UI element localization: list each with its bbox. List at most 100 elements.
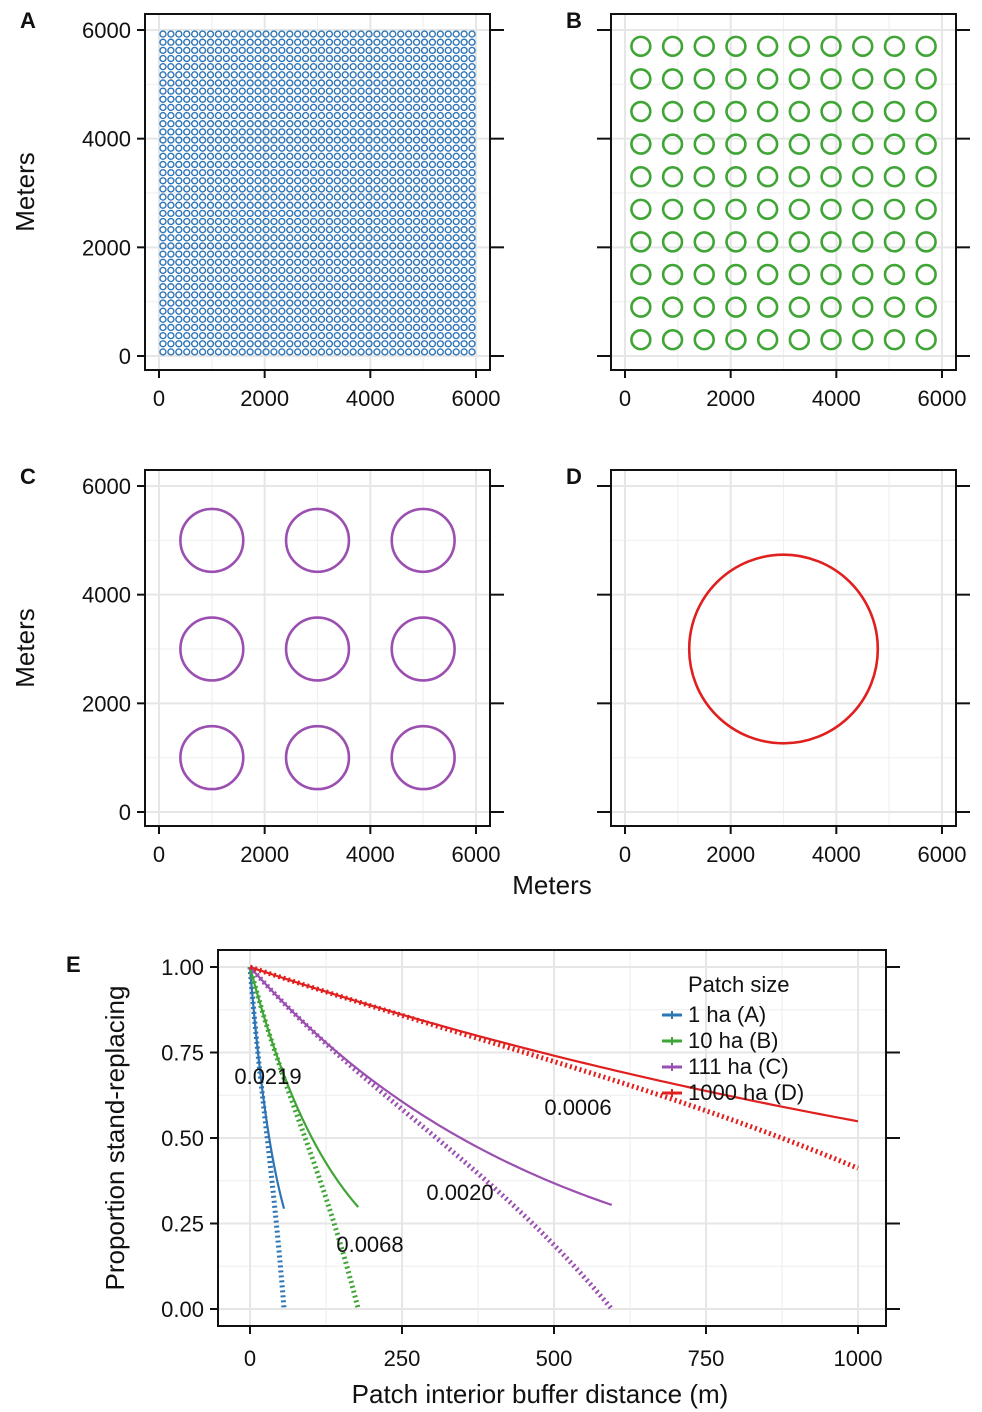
patch-circle [317, 168, 326, 177]
patch-circle [428, 168, 437, 177]
patch-circle [175, 30, 183, 38]
patch-circle [262, 283, 270, 291]
patch-circle [349, 242, 357, 250]
patch-circle [428, 103, 437, 112]
rate-annotation: 0.0006 [544, 1095, 611, 1120]
patch-circle [412, 62, 421, 71]
patch-circle [183, 152, 191, 161]
patch-circle [159, 30, 167, 38]
y-tick-label: 6000 [82, 474, 131, 499]
patch-circle [301, 193, 310, 201]
patch-circle [404, 307, 413, 315]
patch-circle [341, 242, 349, 250]
patch-circle [175, 250, 183, 258]
patch-circle [278, 193, 286, 201]
patch-circle [373, 331, 381, 340]
patch-circle [404, 209, 413, 218]
patch-circle [365, 103, 373, 112]
patch-circle [190, 38, 199, 46]
patch-circle [190, 46, 199, 55]
patch-circle [341, 323, 349, 332]
patch-circle [286, 348, 294, 356]
patch-circle [238, 331, 246, 340]
patch-circle [214, 168, 223, 177]
patch-circle [167, 299, 175, 307]
patch-circle [294, 30, 302, 38]
patch-circle [190, 193, 199, 201]
patch-circle [238, 234, 246, 242]
patch-circle [230, 291, 238, 299]
patch-circle [183, 87, 191, 95]
patch-circle [198, 315, 207, 324]
patch-circle [420, 201, 429, 209]
patch-circle [190, 307, 199, 315]
patch-circle [444, 62, 452, 71]
patch-circle [357, 87, 365, 95]
patch-circle [397, 30, 405, 38]
patch-circle [397, 111, 405, 120]
patch-circle [756, 198, 779, 221]
patch-circle [397, 62, 405, 71]
patch-circle [915, 35, 937, 58]
patch-circle [820, 68, 842, 90]
patch-circle [883, 100, 906, 123]
patch-circle [159, 128, 167, 136]
patch-circle [262, 128, 270, 136]
patch-circle [389, 111, 397, 120]
patch-circle [381, 234, 389, 242]
patch-circle [349, 331, 357, 340]
patch-circle [262, 234, 270, 242]
patch-circle [381, 87, 389, 95]
patch-circle [341, 120, 349, 128]
patch-circle [341, 128, 349, 136]
patch-circle [175, 103, 183, 112]
patch-circle [301, 274, 310, 283]
patch-circle [349, 30, 357, 38]
patch-circle [404, 128, 413, 136]
patch-circle [412, 128, 421, 136]
patch-circle [159, 348, 167, 356]
patch-circle [412, 225, 421, 234]
patch-circle [206, 291, 215, 299]
patch-circle [309, 144, 318, 152]
patch-circle [159, 225, 167, 234]
patch-circle [175, 120, 183, 128]
patch-circle [468, 152, 476, 161]
patch-circle [301, 266, 310, 275]
patch-circle [317, 46, 326, 55]
patch-circle [206, 283, 215, 291]
patch-circle [915, 68, 937, 90]
patch-circle [661, 263, 684, 286]
patch-circle [428, 315, 437, 324]
patch-circle [230, 62, 238, 71]
patch-circle [230, 340, 238, 348]
patch-circle [397, 152, 405, 161]
patch-circle [294, 193, 302, 201]
x-tick-label: 6000 [918, 842, 967, 867]
patch-circle [190, 201, 199, 209]
x-tick-label: 750 [688, 1346, 725, 1371]
patch-circle [262, 144, 270, 152]
patch-circle [693, 198, 715, 221]
patch-circle [325, 111, 334, 120]
x-tick-label: 4000 [346, 386, 395, 411]
patch-circle [468, 30, 476, 38]
patch-circle [756, 35, 779, 58]
patch-circle [270, 95, 278, 103]
patch-circle [397, 54, 405, 63]
patch-circle [333, 258, 341, 266]
patch-circle [309, 62, 318, 71]
patch-circle [175, 128, 183, 136]
patch-circle [404, 30, 413, 38]
patch-circle [444, 299, 452, 307]
patch-circle [254, 291, 262, 299]
patch-circle [883, 35, 906, 58]
patch-circle [436, 71, 445, 79]
patch-circle [246, 209, 254, 218]
patch-circle [309, 209, 318, 218]
patch-circle [198, 291, 207, 299]
patch-circle [397, 225, 405, 234]
patch-circle [159, 242, 167, 250]
patch-circle [317, 95, 326, 103]
patch-circle [230, 185, 238, 193]
